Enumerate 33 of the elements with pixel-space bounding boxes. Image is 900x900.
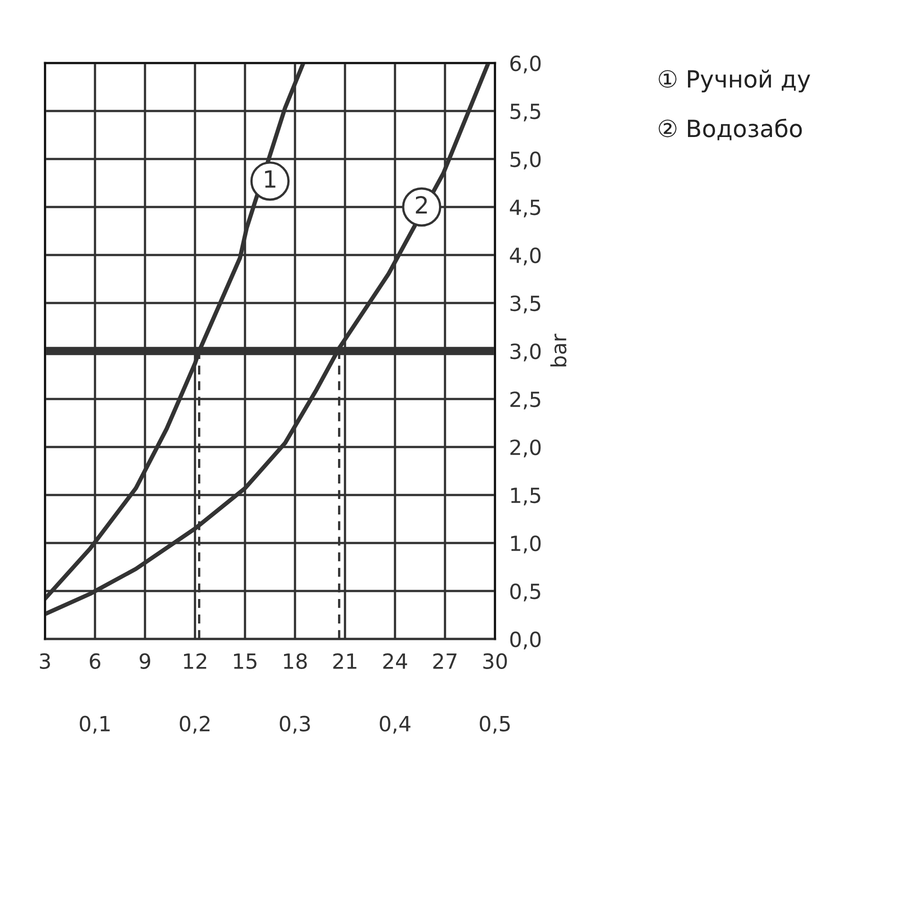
x-tick-label: 30: [483, 653, 507, 670]
y-tick-label: 1,0: [511, 535, 541, 554]
y-tick-label: 5,5: [510, 104, 540, 122]
x2-tick-label: 0,1: [80, 716, 110, 734]
x2-tick-label: 0,5: [480, 716, 510, 734]
text: ① Ручной ду: [658, 70, 810, 92]
y-tick-label: 1,5: [511, 488, 540, 506]
y-tick-label: 6,0: [510, 55, 541, 74]
y-tick-label: 2,5: [510, 391, 540, 410]
y-tick-label: 0,0: [510, 631, 541, 650]
x-tick-label: 18: [284, 653, 307, 670]
x2-tick-label: 0,3: [280, 716, 310, 734]
y-tick-label: 3,0: [510, 343, 541, 362]
x-tick-label: 3: [40, 653, 50, 670]
x-tick-label: 6: [90, 653, 100, 670]
x2-tick-label: 0,2: [180, 716, 210, 734]
y-tick-label: 5,0: [510, 151, 541, 170]
y-tick-label: 4,5: [510, 200, 540, 218]
x-tick-label: 12: [184, 653, 206, 669]
x-tick-label: 9: [140, 653, 150, 670]
x-tick-label: 24: [383, 653, 408, 669]
y-tick-label: 4,0: [510, 247, 541, 266]
x2-tick-label: 0,4: [380, 716, 410, 734]
annotation: 1: [265, 170, 276, 188]
x-tick-label: 27: [433, 653, 456, 669]
y-tick-label: 3,5: [510, 295, 540, 314]
y-tick-label: 0,5: [510, 583, 540, 602]
y-tick-label: 2,0: [510, 439, 541, 458]
text: ② Водозабо: [658, 118, 802, 140]
x-tick-label: 21: [333, 653, 356, 669]
y-axis-title: bar: [550, 334, 566, 366]
annotation: 2: [416, 196, 427, 214]
x-tick-label: 15: [234, 654, 256, 670]
